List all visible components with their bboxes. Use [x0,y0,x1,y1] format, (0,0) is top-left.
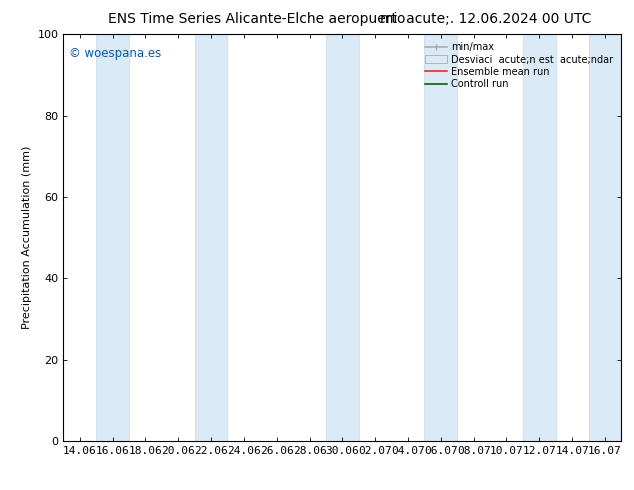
Text: mi  acute;. 12.06.2024 00 UTC: mi acute;. 12.06.2024 00 UTC [380,12,592,26]
Text: ENS Time Series Alicante-Elche aeropuerto: ENS Time Series Alicante-Elche aeropuert… [108,12,405,26]
Bar [96,34,129,441]
Bar [195,34,228,441]
Legend: min/max, Desviaci  acute;n est  acute;ndar, Ensemble mean run, Controll run: min/max, Desviaci acute;n est acute;ndar… [422,39,616,92]
Y-axis label: Precipitation Accumulation (mm): Precipitation Accumulation (mm) [22,146,32,329]
Bar [326,34,359,441]
Bar [424,34,457,441]
Text: © woespana.es: © woespana.es [69,47,161,59]
Bar [523,34,555,441]
Bar [588,34,621,441]
